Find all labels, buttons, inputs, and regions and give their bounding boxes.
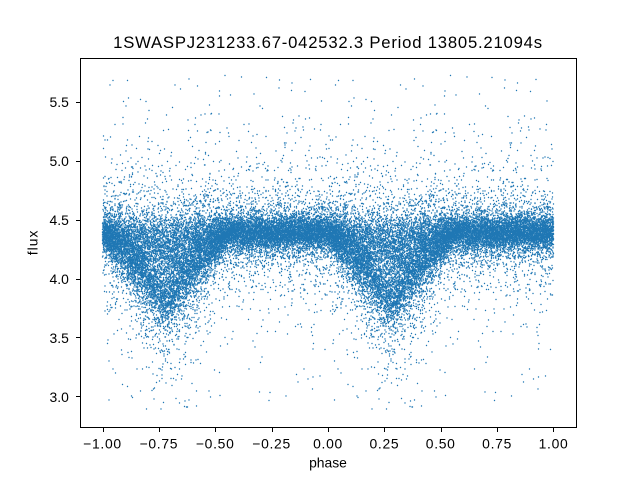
svg-text:5.5: 5.5 bbox=[49, 94, 69, 110]
svg-text:0.00: 0.00 bbox=[313, 436, 343, 452]
svg-text:3.5: 3.5 bbox=[49, 330, 69, 346]
svg-text:−0.50: −0.50 bbox=[196, 436, 235, 452]
svg-text:0.75: 0.75 bbox=[482, 436, 512, 452]
svg-text:4.0: 4.0 bbox=[49, 271, 69, 287]
svg-text:0.25: 0.25 bbox=[369, 436, 399, 452]
svg-text:4.5: 4.5 bbox=[49, 212, 69, 228]
svg-text:3.0: 3.0 bbox=[49, 389, 69, 405]
svg-text:5.0: 5.0 bbox=[49, 153, 69, 169]
svg-text:−0.75: −0.75 bbox=[140, 436, 179, 452]
svg-text:flux: flux bbox=[25, 230, 41, 256]
svg-text:−1.00: −1.00 bbox=[83, 436, 122, 452]
svg-text:−0.25: −0.25 bbox=[252, 436, 291, 452]
svg-text:1.00: 1.00 bbox=[539, 436, 569, 452]
svg-text:phase: phase bbox=[309, 455, 347, 471]
svg-text:1SWASPJ231233.67-042532.3 Peri: 1SWASPJ231233.67-042532.3 Period 13805.2… bbox=[113, 33, 543, 52]
svg-text:0.50: 0.50 bbox=[426, 436, 456, 452]
